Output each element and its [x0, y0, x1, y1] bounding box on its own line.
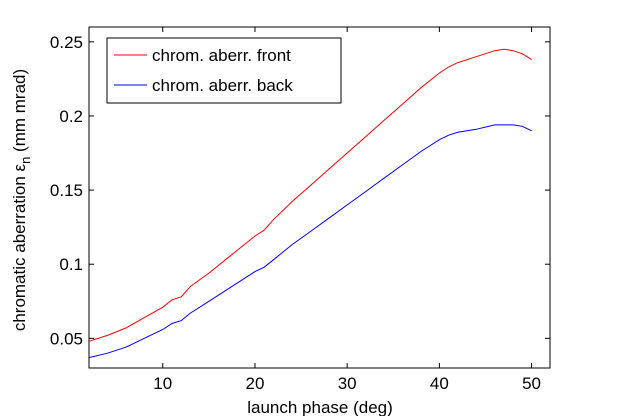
series-layer: [88, 48, 532, 359]
legend: chrom. aberr. front chrom. aberr. back: [106, 37, 342, 104]
x-tick-label: 10: [153, 374, 172, 393]
series-line-back: [88, 124, 532, 359]
y-axis-label-group: chromatic aberration εn (mm mrad): [10, 69, 33, 331]
y-tick-label: 0.05: [50, 329, 83, 348]
y-axis-label-unit: (mm mrad): [10, 69, 29, 152]
series-line-front: [88, 48, 532, 342]
y-tick-label: 0.1: [59, 255, 83, 274]
x-tick-label: 40: [430, 374, 449, 393]
x-axis-label: launch phase (deg): [247, 398, 393, 416]
legend-box: [106, 37, 342, 104]
tick-layer: 10 20 30 40 50 0.05 0.1 0.15 0.2 0.25: [50, 27, 550, 393]
y-axis-label-subscript: n: [18, 157, 33, 164]
legend-label-front: chrom. aberr. front: [152, 46, 291, 65]
y-tick-label: 0.15: [50, 181, 83, 200]
y-tick-label: 0.25: [50, 33, 83, 52]
y-axis-label-main: chromatic aberration ε: [10, 163, 29, 331]
y-axis-label: chromatic aberration εn (mm mrad): [10, 69, 33, 331]
x-tick-label: 20: [245, 374, 264, 393]
legend-label-back: chrom. aberr. back: [152, 76, 293, 95]
x-tick-label: 30: [338, 374, 357, 393]
x-tick-label: 50: [522, 374, 541, 393]
y-tick-label: 0.2: [59, 107, 83, 126]
